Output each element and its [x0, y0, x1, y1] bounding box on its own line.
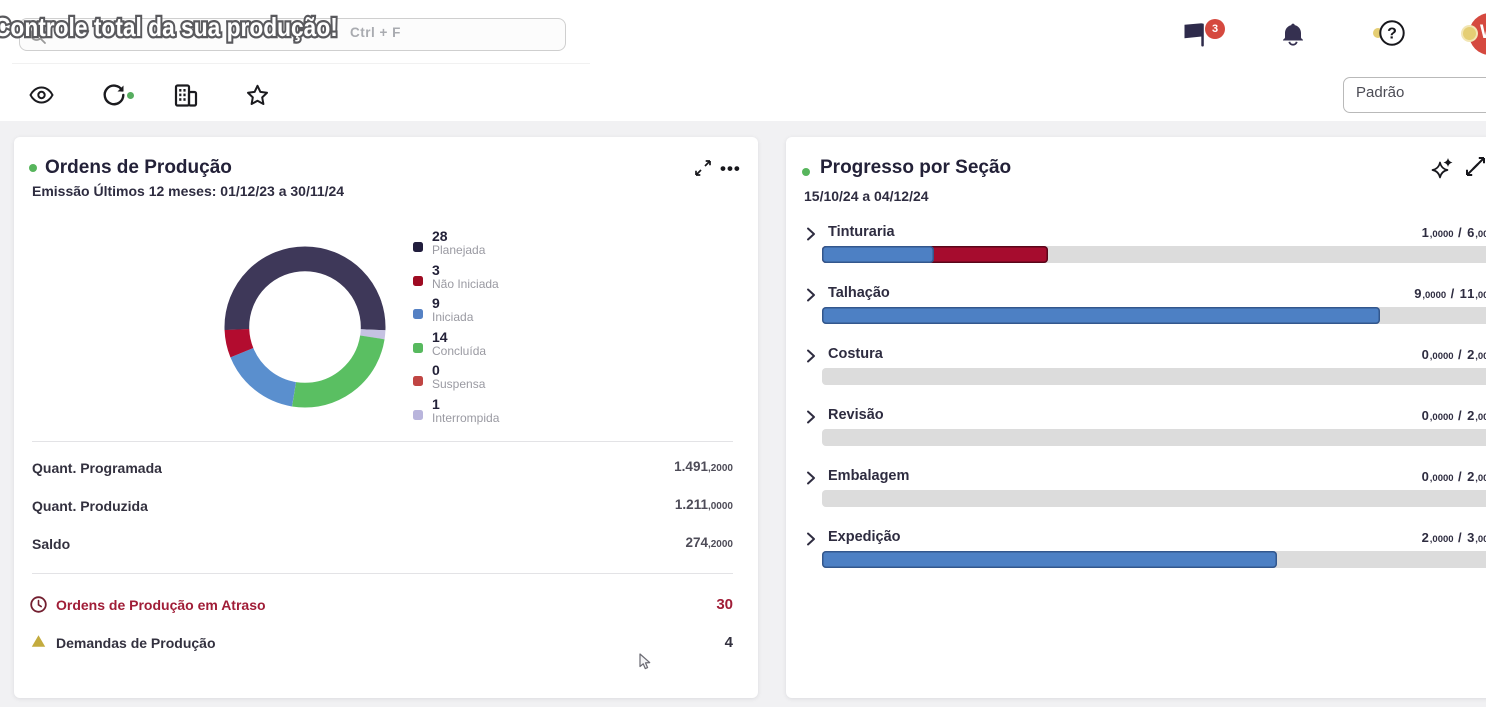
svg-text:?: ? — [1387, 26, 1397, 43]
